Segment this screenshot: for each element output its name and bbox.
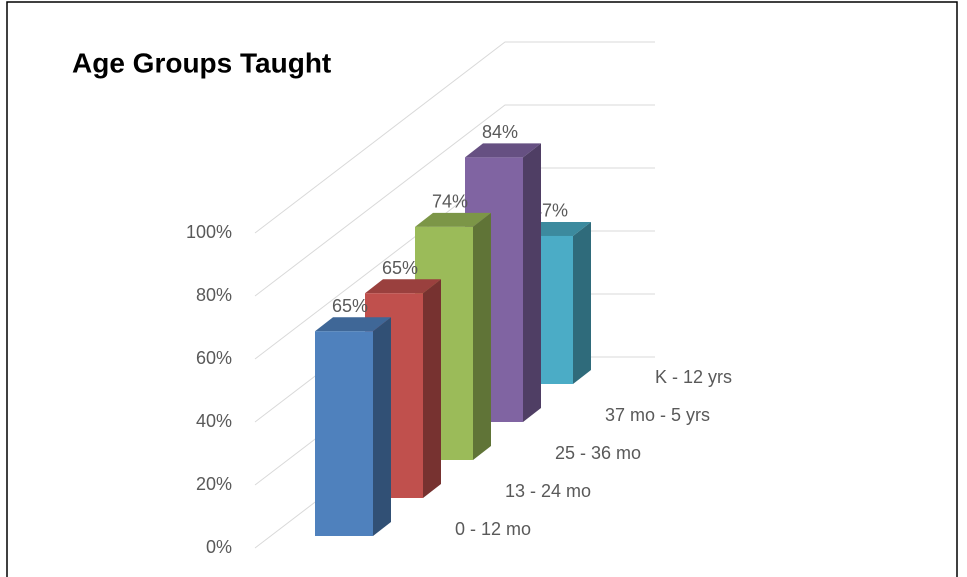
bar-side <box>423 279 441 498</box>
bar <box>315 331 373 536</box>
y-tick-label: 40% <box>196 411 232 431</box>
x-tick-label: 37 mo - 5 yrs <box>605 405 710 425</box>
bar-side <box>473 212 491 460</box>
value-label: 74% <box>432 192 468 212</box>
bar-top <box>365 279 441 294</box>
x-tick-label: 25 - 36 mo <box>555 443 641 463</box>
y-tick-label: 80% <box>196 285 232 305</box>
value-label: 65% <box>332 296 368 316</box>
bar-side <box>523 143 541 422</box>
x-tick-label: 0 - 12 mo <box>455 519 531 539</box>
grid-line <box>254 41 655 234</box>
value-label: 84% <box>482 122 518 142</box>
y-tick-label: 0% <box>206 537 232 557</box>
bar-side <box>373 317 391 536</box>
y-tick-label: 100% <box>186 222 232 242</box>
y-tick-label: 60% <box>196 348 232 368</box>
y-tick-label: 20% <box>196 474 232 494</box>
bar-top <box>465 143 541 158</box>
chart-title: Age Groups Taught <box>72 47 331 78</box>
value-label: 65% <box>382 258 418 278</box>
bar-top <box>415 212 491 227</box>
x-tick-label: 13 - 24 mo <box>505 481 591 501</box>
grid-line <box>254 104 655 297</box>
x-tick-label: K - 12 yrs <box>655 367 732 387</box>
bar-side <box>573 221 591 384</box>
frame <box>6 1 958 577</box>
bar-top <box>315 317 391 332</box>
